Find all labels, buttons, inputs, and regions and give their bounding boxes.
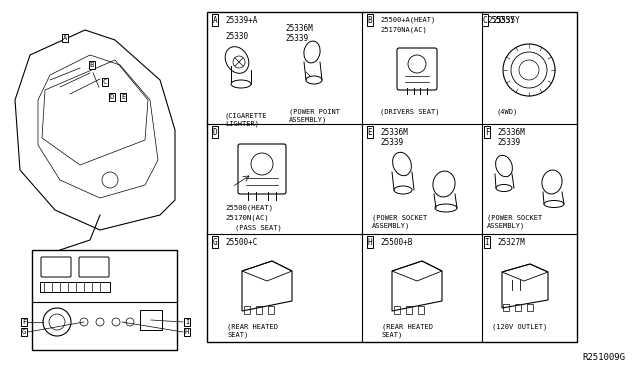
Text: 25500+B: 25500+B xyxy=(380,237,412,247)
Text: C: C xyxy=(485,16,504,25)
Text: (REAR HEATED
SEAT): (REAR HEATED SEAT) xyxy=(227,324,278,339)
Text: 25500+A(HEAT): 25500+A(HEAT) xyxy=(380,17,435,23)
Text: 25336M: 25336M xyxy=(285,23,313,32)
Text: F: F xyxy=(22,319,26,325)
Text: E: E xyxy=(368,128,372,137)
Bar xyxy=(40,282,110,292)
Text: 25535Y: 25535Y xyxy=(487,16,515,25)
Text: 25336M: 25336M xyxy=(380,128,408,137)
Text: F: F xyxy=(484,128,490,137)
Text: B: B xyxy=(368,16,372,25)
Bar xyxy=(244,306,250,314)
Text: C: C xyxy=(483,16,487,25)
Text: (REAR HEATED
SEAT): (REAR HEATED SEAT) xyxy=(382,324,433,339)
Bar xyxy=(515,304,521,311)
Bar xyxy=(140,310,162,330)
Text: A: A xyxy=(212,16,218,25)
Text: 25327M: 25327M xyxy=(497,237,525,247)
Text: C: C xyxy=(103,79,107,85)
Bar xyxy=(394,306,400,314)
Text: H: H xyxy=(185,329,189,335)
Text: 25336M: 25336M xyxy=(497,128,525,137)
Text: D: D xyxy=(110,94,114,100)
Text: (PASS SEAT): (PASS SEAT) xyxy=(235,224,282,231)
Text: 25339: 25339 xyxy=(497,138,520,147)
Text: 25339+A: 25339+A xyxy=(225,16,257,25)
Text: B: B xyxy=(90,62,94,68)
Text: D: D xyxy=(212,128,218,137)
Text: A: A xyxy=(63,35,67,41)
Bar xyxy=(268,306,274,314)
Text: (POWER SOCKET
ASSEMBLY): (POWER SOCKET ASSEMBLY) xyxy=(487,214,542,228)
Text: 25170NA(AC): 25170NA(AC) xyxy=(380,27,427,33)
Text: E: E xyxy=(121,94,125,100)
Text: G: G xyxy=(22,329,26,335)
Text: H: H xyxy=(368,237,372,247)
Bar xyxy=(32,250,177,350)
Bar xyxy=(256,306,262,314)
Text: (4WD): (4WD) xyxy=(497,108,518,115)
Bar xyxy=(418,306,424,314)
Text: I: I xyxy=(484,237,490,247)
Text: G: G xyxy=(212,237,218,247)
Text: 25535Y: 25535Y xyxy=(492,16,520,25)
Text: R251009G: R251009G xyxy=(582,353,625,362)
Text: (120V OUTLET): (120V OUTLET) xyxy=(492,324,547,330)
Bar xyxy=(503,304,509,311)
Text: 25170N(AC): 25170N(AC) xyxy=(225,214,269,221)
Text: 25500(HEAT): 25500(HEAT) xyxy=(225,204,273,211)
Text: (POWER POINT
ASSEMBLY): (POWER POINT ASSEMBLY) xyxy=(289,108,340,122)
Text: 25339: 25339 xyxy=(285,33,308,42)
Bar xyxy=(527,304,533,311)
Bar xyxy=(406,306,412,314)
Text: (POWER SOCKET
ASSEMBLY): (POWER SOCKET ASSEMBLY) xyxy=(372,214,428,228)
Text: (CIGARETTE
LIGHTER): (CIGARETTE LIGHTER) xyxy=(225,112,268,126)
Bar xyxy=(207,12,577,342)
Text: I: I xyxy=(185,319,189,325)
Text: 25339: 25339 xyxy=(380,138,403,147)
Text: (DRIVERS SEAT): (DRIVERS SEAT) xyxy=(380,108,440,115)
Text: 25500+C: 25500+C xyxy=(225,237,257,247)
Text: 25330: 25330 xyxy=(225,32,248,41)
